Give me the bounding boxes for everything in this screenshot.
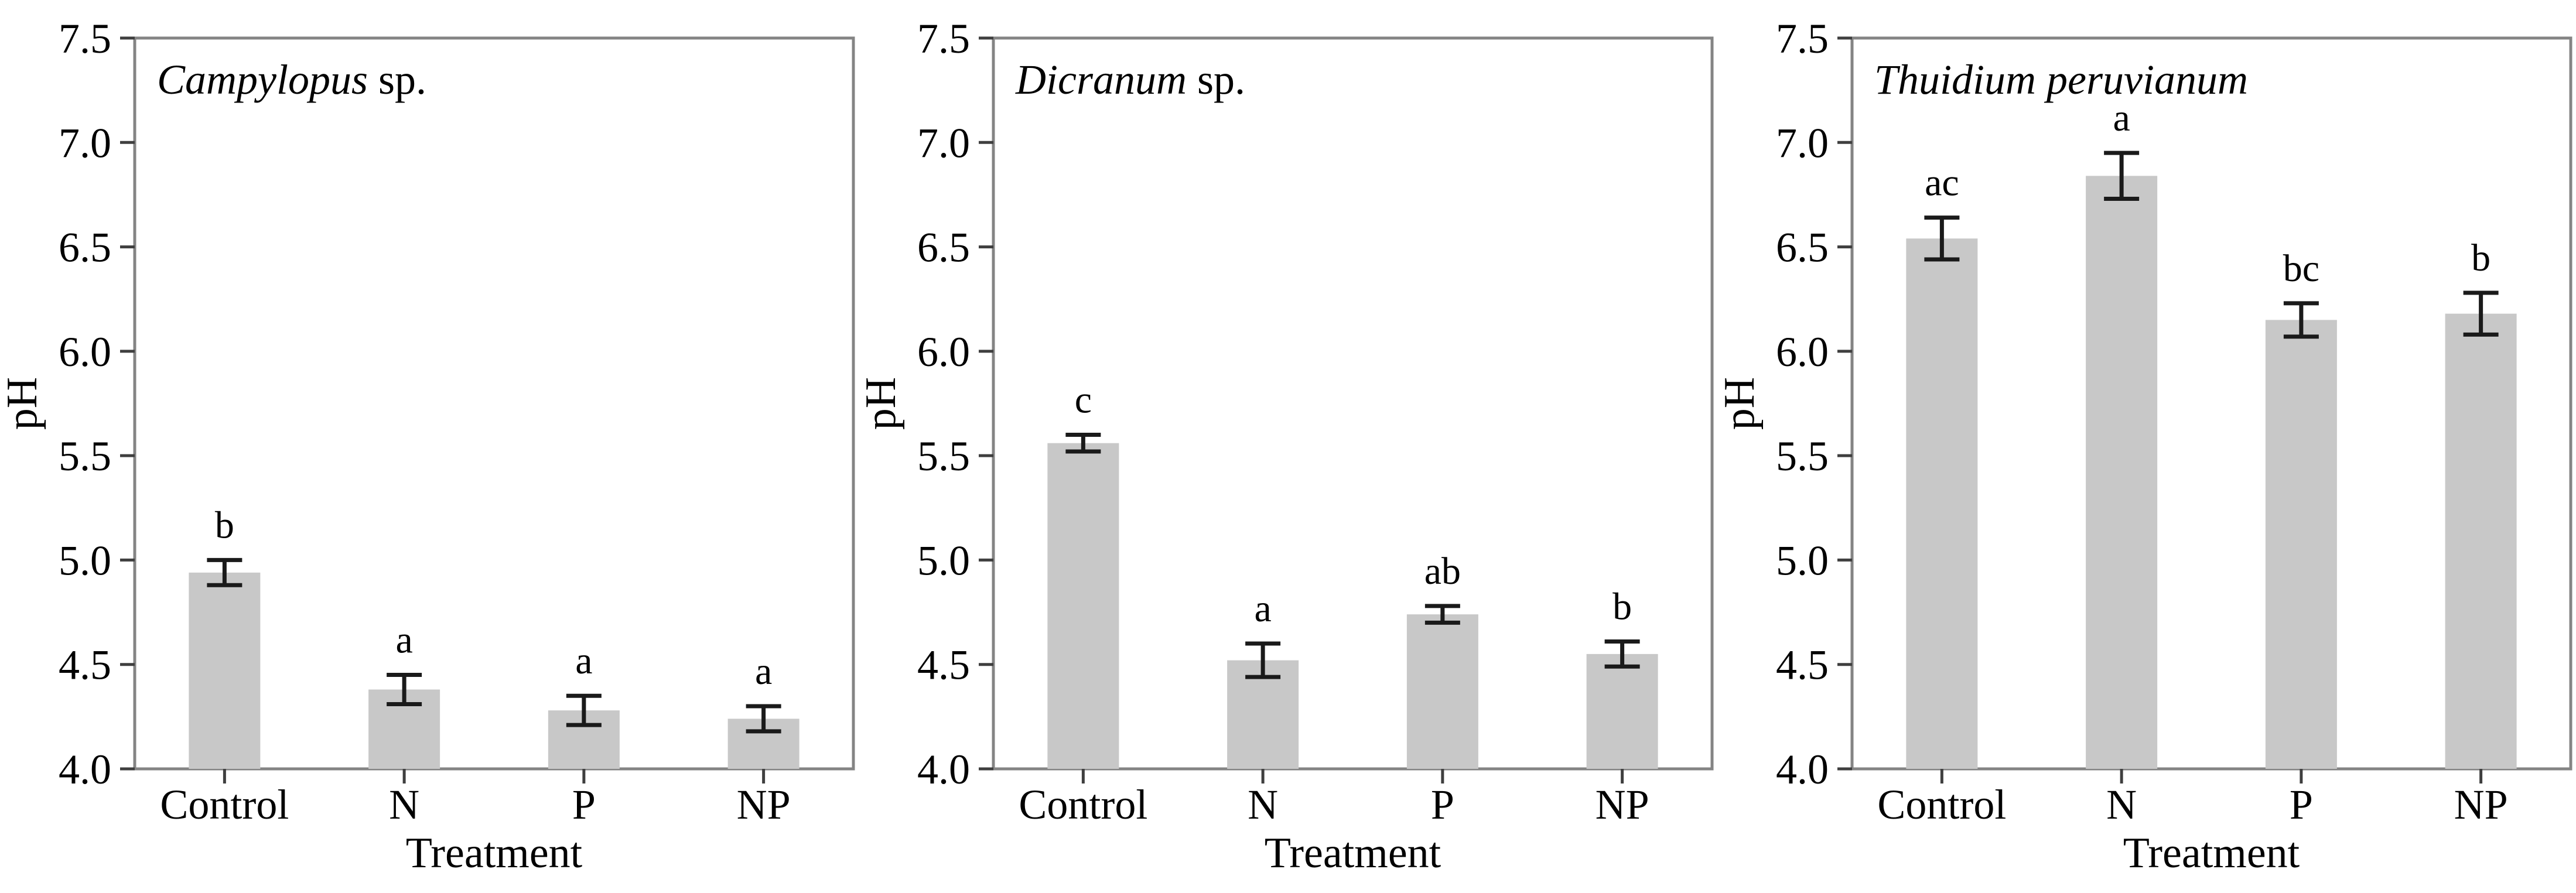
bar-control <box>189 572 261 769</box>
x-tick-label: Control <box>1877 781 2006 828</box>
bar-p <box>2265 320 2337 769</box>
x-tick-label: Control <box>1019 781 1147 828</box>
x-tick-label: N <box>389 781 419 828</box>
bar-n <box>2086 176 2158 769</box>
y-tick-label: 4.5 <box>1776 642 1829 689</box>
significance-letter: a <box>755 650 772 693</box>
y-tick-label: 5.0 <box>917 537 970 584</box>
y-tick-label: 7.5 <box>59 15 111 62</box>
y-tick-label: 6.5 <box>59 224 111 271</box>
panel-title-suffix: sp. <box>368 56 426 103</box>
x-axis-label: Treatment <box>2123 829 2300 877</box>
y-tick-label: 4.0 <box>917 746 970 793</box>
significance-letter: b <box>2471 237 2490 279</box>
y-tick-label: 7.0 <box>1776 119 1829 166</box>
x-tick-label: NP <box>2454 781 2508 828</box>
significance-letter: ac <box>1925 162 1959 204</box>
x-tick-label: P <box>2290 781 2313 828</box>
bar-p <box>1406 614 1478 769</box>
x-tick-label: N <box>2106 781 2137 828</box>
panel-title-suffix: sp. <box>1187 56 1245 103</box>
chart-thuidium: 7.5 7.0 6.5 6.0 5.5 5.0 4.5 4.0 pH ac Control a Nbc P… <box>1717 15 2572 877</box>
x-axis-label: Treatment <box>1265 829 1441 877</box>
x-axis-label: Treatment <box>406 829 583 877</box>
panel-title: Campylopus sp. <box>157 56 426 103</box>
y-tick-label: 5.0 <box>1776 537 1829 584</box>
significance-letter: a <box>575 639 592 682</box>
panel-title-species: Thuidium peruvianum <box>1874 56 2248 103</box>
significance-letter: b <box>1612 585 1632 628</box>
y-tick-label: 7.5 <box>917 15 970 62</box>
x-tick-label: NP <box>737 781 791 828</box>
y-tick-label: 5.5 <box>59 433 111 480</box>
x-tick-label: Control <box>160 781 289 828</box>
y-tick-label: 4.0 <box>59 746 111 793</box>
bar-np <box>1586 654 1658 769</box>
y-tick-label: 6.0 <box>59 329 111 375</box>
y-tick-label: 7.0 <box>917 119 970 166</box>
y-tick-label: 4.5 <box>917 642 970 689</box>
y-tick-label: 5.5 <box>917 433 970 480</box>
bar-np <box>2445 313 2517 769</box>
y-axis-label: pH <box>859 377 905 430</box>
y-tick-label: 7.0 <box>59 119 111 166</box>
significance-letter: a <box>2113 97 2130 139</box>
significance-letter: c <box>1075 378 1092 421</box>
y-tick-label: 6.0 <box>917 329 970 375</box>
y-tick-label: 5.5 <box>1776 433 1829 480</box>
panel-title: Dicranum sp. <box>1015 56 1245 103</box>
bar-control <box>1906 238 1978 769</box>
panel-title: Thuidium peruvianum <box>1874 56 2248 103</box>
y-tick-label: 5.0 <box>59 537 111 584</box>
significance-letter: a <box>395 619 412 662</box>
y-tick-label: 6.5 <box>1776 224 1829 271</box>
chart-dicranum: 7.5 7.0 6.5 6.0 5.5 5.0 4.5 4.0 pH c Control a Nab Pb… <box>859 15 1714 877</box>
y-axis-label: pH <box>0 377 46 430</box>
y-axis-label: pH <box>1717 377 1764 430</box>
y-tick-label: 6.0 <box>1776 329 1829 375</box>
panel-title-species: Campylopus <box>157 56 368 103</box>
significance-letter: a <box>1254 587 1271 630</box>
x-tick-label: N <box>1248 781 1278 828</box>
y-tick-label: 7.5 <box>1776 15 1829 62</box>
x-tick-label: P <box>1431 781 1454 828</box>
significance-letter: b <box>215 504 234 546</box>
panel-title-species: Dicranum <box>1015 56 1187 103</box>
y-tick-label: 4.0 <box>1776 746 1829 793</box>
x-tick-label: NP <box>1596 781 1649 828</box>
chart-campylopus: 7.5 7.0 6.5 6.0 5.5 5.0 4.5 4.0 pH b Control a Na Pa N… <box>0 15 855 877</box>
y-tick-label: 4.5 <box>59 642 111 689</box>
y-tick-label: 6.5 <box>917 224 970 271</box>
significance-letter: ab <box>1424 550 1461 593</box>
x-tick-label: P <box>572 781 596 828</box>
bar-control <box>1047 443 1119 769</box>
significance-letter: bc <box>2283 247 2319 290</box>
